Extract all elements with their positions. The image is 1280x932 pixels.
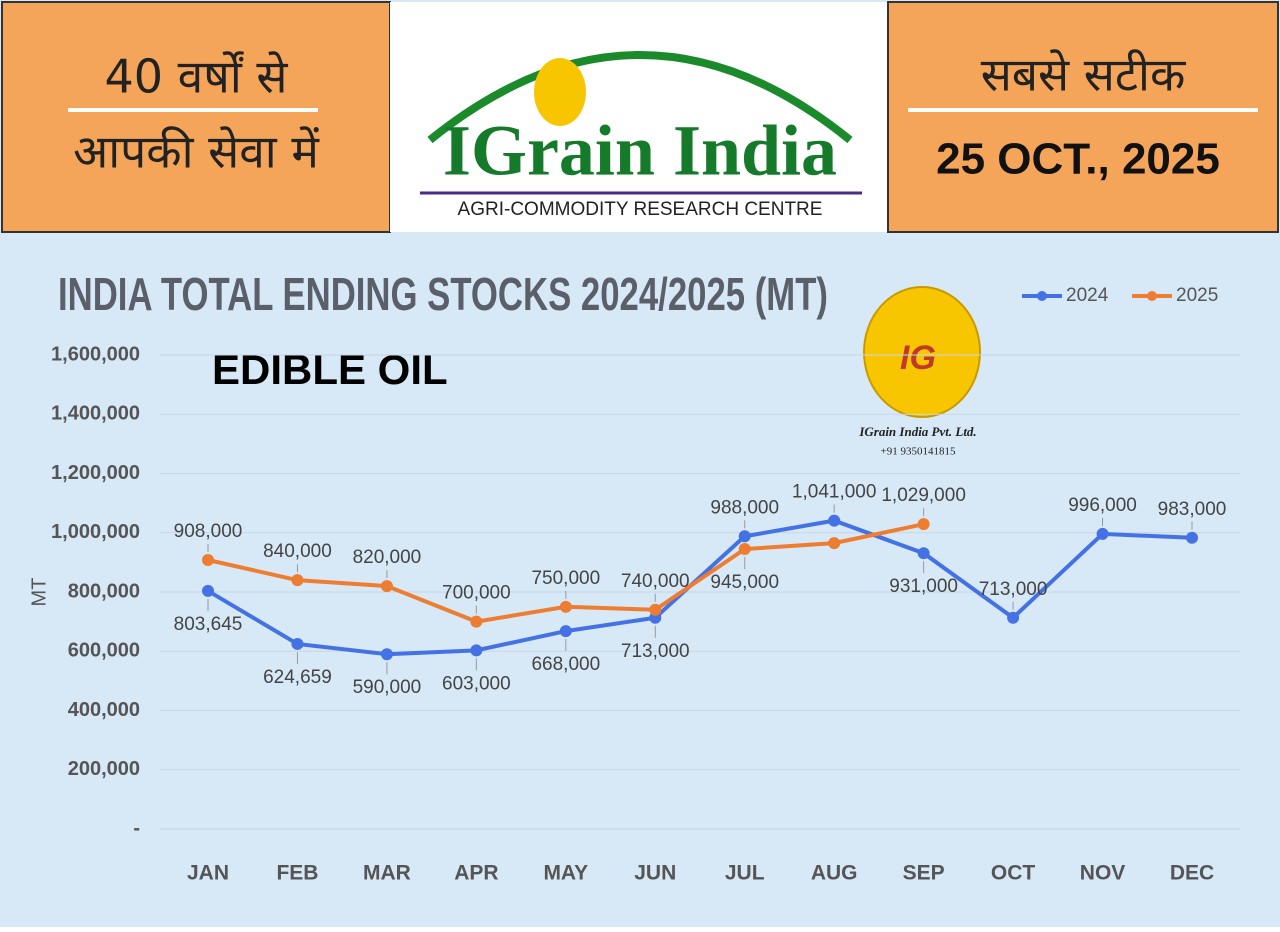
logo-company: IGrain India Pvt. Ltd.	[858, 424, 976, 439]
right-line1: सबसे सटीक	[981, 48, 1187, 102]
data-point	[559, 600, 572, 613]
data-label: 740,000	[621, 571, 690, 592]
logo-large	[863, 286, 981, 418]
data-label: 1,029,000	[881, 485, 966, 506]
data-label: 1,041,000	[792, 482, 877, 503]
data-label: 700,000	[442, 583, 511, 604]
x-tick-label: JUN	[634, 862, 676, 885]
logo-small	[534, 58, 586, 126]
legend-label: 2025	[1176, 285, 1218, 306]
y-tick-label: 1,400,000	[51, 403, 140, 425]
brand: IGrain India	[443, 111, 837, 191]
y-tick-label: 1,600,000	[51, 343, 140, 365]
data-label: 624,659	[263, 667, 332, 688]
data-point	[291, 574, 304, 587]
data-label: 908,000	[174, 521, 243, 542]
data-label: 668,000	[531, 654, 600, 675]
y-axis-label: MT	[28, 578, 50, 607]
logo-phone: +91 9350141815	[881, 446, 956, 458]
data-label: 590,000	[353, 677, 422, 698]
data-point	[917, 547, 930, 560]
x-tick-label: NOV	[1080, 862, 1126, 885]
data-point	[202, 554, 214, 567]
data-label: 996,000	[1068, 495, 1137, 516]
data-point	[559, 625, 572, 638]
data-label: 931,000	[889, 576, 958, 597]
data-point	[738, 530, 751, 543]
data-point	[202, 584, 214, 597]
data-point	[649, 603, 662, 616]
x-tick-label: MAY	[543, 862, 588, 885]
chart-subtitle: EDIBLE OIL	[212, 346, 448, 393]
data-point	[738, 543, 751, 556]
x-tick-label: JAN	[187, 862, 229, 885]
x-tick-label: AUG	[811, 862, 858, 885]
left-panel	[1, 1, 391, 233]
legend-marker	[1037, 291, 1047, 301]
x-tick-label: FEB	[276, 862, 318, 885]
legend-marker	[1147, 291, 1157, 301]
y-tick-label: -	[133, 817, 140, 839]
x-tick-label: JUL	[725, 862, 765, 885]
x-tick-label: OCT	[991, 862, 1036, 885]
arc	[427, 51, 853, 144]
x-tick-label: SEP	[903, 862, 945, 885]
data-point	[380, 580, 393, 593]
data-point	[1096, 527, 1109, 540]
data-point	[828, 537, 841, 550]
data-point	[917, 518, 930, 531]
data-point	[291, 637, 304, 650]
data-point	[1186, 531, 1198, 544]
y-tick-label: 600,000	[68, 640, 140, 662]
data-point	[470, 615, 483, 628]
data-label: 983,000	[1158, 499, 1227, 520]
data-label: 988,000	[710, 497, 779, 518]
data-label: 820,000	[353, 547, 422, 568]
right-panel	[887, 1, 1279, 233]
data-label: 603,000	[442, 673, 511, 694]
logo-mark: IG	[900, 339, 936, 377]
y-tick-label: 800,000	[68, 580, 140, 602]
chart-title: INDIA TOTAL ENDING STOCKS 2024/2025 (MT)	[58, 268, 828, 320]
data-point	[380, 648, 393, 661]
brand-tagline: AGRI-COMMODITY RESEARCH CENTRE	[458, 199, 823, 220]
data-label: 803,645	[174, 614, 243, 635]
y-tick-label: 400,000	[68, 699, 140, 721]
x-tick-label: APR	[454, 862, 498, 885]
legend-label: 2024	[1066, 285, 1109, 306]
data-label: 750,000	[531, 568, 600, 589]
y-tick-label: 1,000,000	[51, 521, 140, 543]
date: 25 OCT., 2025	[936, 135, 1220, 184]
data-label: 713,000	[621, 641, 690, 662]
data-label: 840,000	[263, 541, 332, 562]
y-tick-label: 1,200,000	[51, 462, 140, 484]
data-point	[828, 514, 841, 527]
x-tick-label: MAR	[363, 862, 411, 885]
data-label: 713,000	[979, 579, 1048, 600]
left-line2: आपकी सेवा में	[73, 125, 320, 179]
y-tick-label: 200,000	[68, 758, 140, 780]
data-label: 945,000	[710, 572, 779, 593]
left-line1: 40 वर्षों से	[105, 50, 289, 104]
data-point	[1007, 611, 1020, 624]
x-tick-label: DEC	[1170, 862, 1214, 885]
data-point	[470, 644, 483, 657]
